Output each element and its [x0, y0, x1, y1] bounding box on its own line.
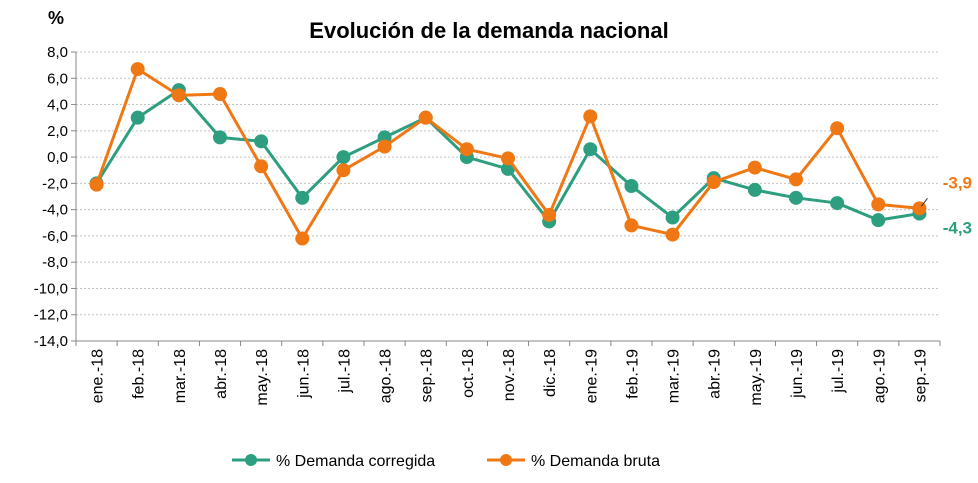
y-axis-ticks: 8,0 6,0 4,0 2,0 0,0 -2,0 -4,0 -6,0 -8,0 -10,0 -12,… — [34, 44, 68, 350]
data-point — [295, 231, 310, 246]
y-tick-label: -8,0 — [42, 254, 68, 271]
data-point — [459, 142, 474, 157]
data-point — [747, 182, 762, 197]
x-tick-label: feb.-19 — [624, 349, 641, 399]
chart-title: Evolución de la demanda nacional — [309, 18, 668, 43]
data-point — [830, 121, 845, 136]
legend-label: % Demanda bruta — [531, 453, 660, 470]
x-tick-label: may.-19 — [748, 349, 765, 406]
y-tick-label: 4,0 — [47, 97, 68, 114]
data-point — [624, 218, 639, 233]
x-tick-label: oct.-18 — [460, 349, 477, 398]
data-point — [130, 110, 145, 125]
x-tick-label: mar.-18 — [172, 349, 189, 403]
x-tick-label: ene.-19 — [583, 349, 600, 403]
series-layer — [89, 62, 927, 246]
data-point — [665, 210, 680, 225]
y-tick-label: 0,0 — [47, 149, 68, 166]
data-point — [377, 139, 392, 154]
y-tick-label: -4,0 — [42, 202, 68, 219]
legend-item-demanda-bruta: % Demanda bruta — [487, 453, 660, 470]
legend: % Demanda corregida % Demanda bruta — [232, 453, 660, 470]
data-point — [213, 130, 227, 145]
data-point — [213, 87, 227, 102]
x-tick-label: abr.-18 — [213, 349, 230, 399]
x-axis-ticks: ene.-18 feb.-18 mar.-18 abr.-18 may.-18 jun.-… — [90, 349, 930, 406]
data-point — [830, 196, 845, 211]
x-tick-label: abr.-19 — [707, 349, 724, 399]
data-point — [871, 197, 886, 212]
data-point — [336, 163, 351, 178]
data-point — [912, 201, 927, 216]
data-point — [583, 142, 598, 157]
data-point — [336, 150, 351, 165]
data-point — [254, 134, 269, 149]
data-point — [624, 178, 639, 193]
y-tick-label: -12,0 — [34, 307, 68, 324]
legend-item-demanda-corregida: % Demanda corregida — [232, 453, 435, 470]
x-tick-label: ene.-18 — [90, 349, 107, 403]
data-point — [789, 172, 803, 187]
x-tick-label: nov.-18 — [501, 349, 518, 401]
x-tick-label: ago.-18 — [378, 349, 395, 403]
y-tick-label: -10,0 — [34, 280, 68, 297]
data-point — [295, 190, 310, 205]
y-tick-label: 2,0 — [47, 123, 68, 140]
data-point — [418, 110, 433, 125]
legend-label: % Demanda corregida — [276, 453, 435, 470]
data-point — [665, 227, 680, 242]
x-tick-label: ago.-19 — [871, 349, 888, 403]
x-tick-label: sep.-19 — [912, 349, 929, 402]
legend-swatch-marker — [245, 454, 257, 466]
x-tick-label: mar.-19 — [666, 349, 683, 403]
y-tick-label: -2,0 — [42, 175, 68, 192]
y-tick-label: 8,0 — [47, 44, 68, 61]
x-tick-label: dic.-18 — [542, 349, 559, 397]
y-tick-label: 6,0 — [47, 70, 68, 87]
data-point — [542, 207, 557, 222]
y-tick-label: -6,0 — [42, 228, 68, 245]
data-point — [89, 177, 104, 192]
x-tick-label: jun.-19 — [789, 349, 806, 399]
x-tick-label: jul.-18 — [336, 349, 353, 394]
data-point — [706, 175, 721, 190]
x-tick-label: may.-18 — [254, 349, 271, 406]
x-tick-label: feb.-18 — [131, 349, 148, 399]
x-tick-label: jul.-19 — [830, 349, 847, 394]
x-tick-label: sep.-18 — [419, 349, 436, 402]
y-tick-label: -14,0 — [34, 333, 68, 350]
gridlines — [76, 51, 940, 316]
data-point — [254, 159, 269, 174]
axes — [71, 51, 941, 346]
legend-swatch-marker — [500, 454, 512, 466]
end-label-demanda-bruta: -3,9 — [943, 173, 972, 192]
data-point — [747, 160, 762, 175]
series-demanda-bruta — [89, 62, 927, 246]
data-point — [871, 213, 886, 228]
data-point — [501, 151, 515, 166]
leader-line — [921, 198, 928, 207]
y-unit-label: % — [48, 8, 64, 28]
data-point — [171, 88, 186, 103]
data-point — [583, 109, 598, 124]
data-point — [130, 62, 145, 77]
data-point — [789, 190, 803, 205]
end-label-demanda-corregida: -4,3 — [943, 219, 972, 238]
x-tick-label: jun.-18 — [295, 349, 312, 399]
end-labels: -3,9 -4,3 — [921, 173, 972, 238]
